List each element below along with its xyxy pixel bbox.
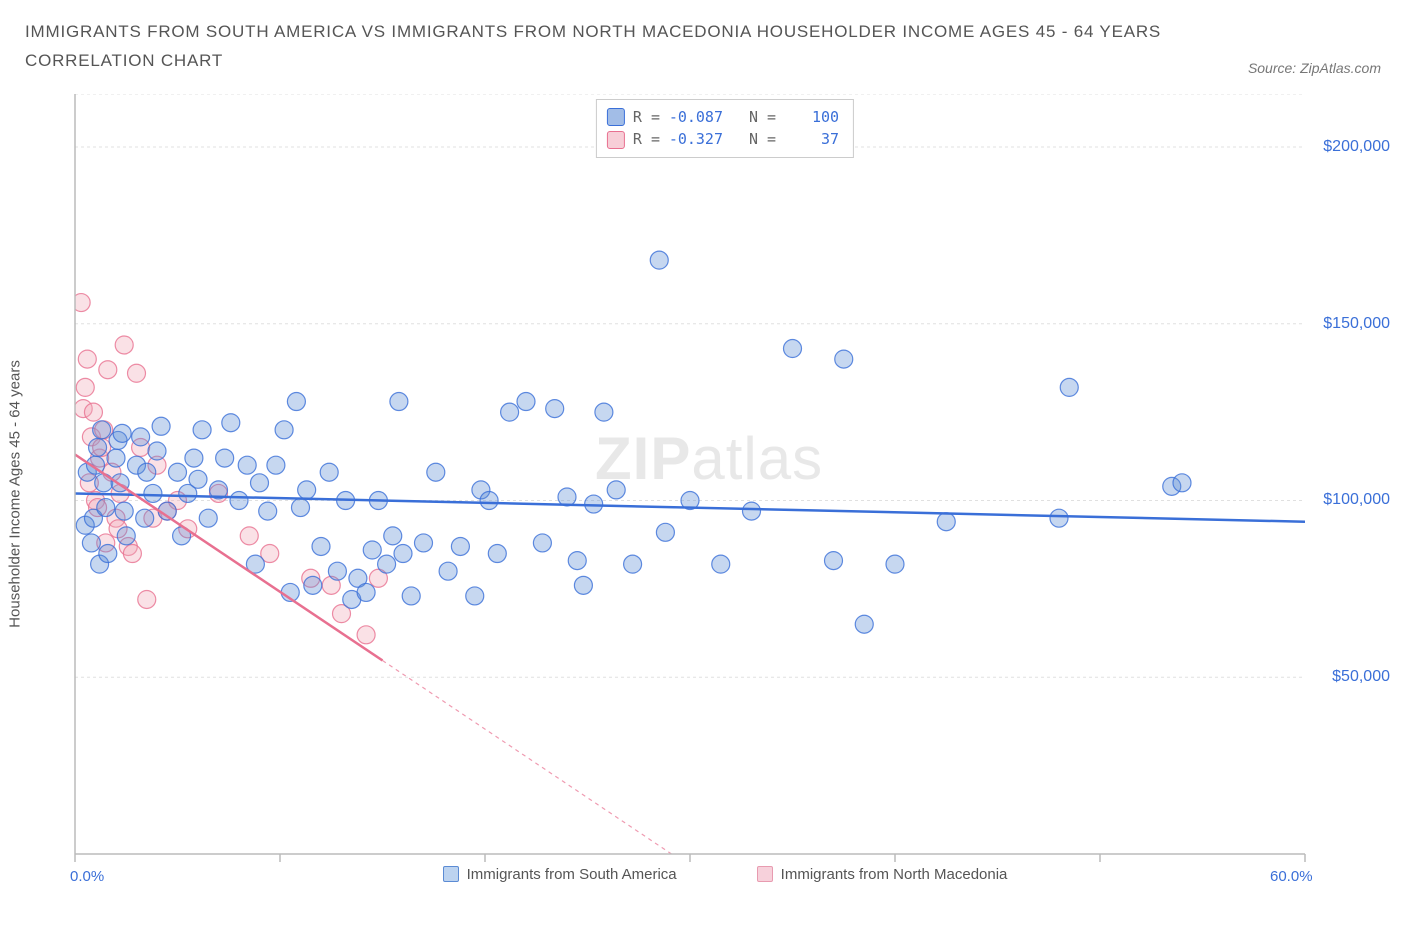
chart-area: Householder Income Ages 45 - 64 years ZI… (55, 94, 1395, 894)
n-value-a: 100 (784, 106, 839, 129)
title-line-2: CORRELATION CHART (25, 47, 1161, 76)
y-tick: $200,000 (1323, 138, 1390, 156)
legend-label: Immigrants from North Macedonia (781, 866, 1008, 883)
correlation-legend: R = -0.087 N = 100 R = -0.327 N = 37 (596, 99, 854, 158)
source-attribution: Source: ZipAtlas.com (1248, 60, 1381, 76)
legend-item: Immigrants from South America (443, 866, 677, 883)
swatch-series-a (607, 108, 625, 126)
y-tick: $100,000 (1323, 491, 1390, 509)
r-label: R = (633, 128, 660, 151)
y-tick: $150,000 (1323, 315, 1390, 333)
n-label: N = (749, 128, 776, 151)
n-value-b: 37 (784, 128, 839, 151)
swatch-series-b (607, 131, 625, 149)
r-value-b: -0.327 (668, 128, 723, 151)
r-value-a: -0.087 (668, 106, 723, 129)
legend-item: Immigrants from North Macedonia (757, 866, 1008, 883)
y-axis-label: Householder Income Ages 45 - 64 years (7, 360, 24, 628)
legend-row-series-a: R = -0.087 N = 100 (607, 106, 839, 129)
legend-swatch (757, 866, 773, 882)
legend-row-series-b: R = -0.327 N = 37 (607, 128, 839, 151)
scatter-plot (55, 94, 1395, 884)
chart-title: IMMIGRANTS FROM SOUTH AMERICA VS IMMIGRA… (25, 18, 1161, 76)
n-label: N = (749, 106, 776, 129)
legend-swatch (443, 866, 459, 882)
series-legend: Immigrants from South America Immigrants … (55, 866, 1395, 883)
legend-label: Immigrants from South America (467, 866, 677, 883)
y-tick: $50,000 (1332, 668, 1390, 686)
r-label: R = (633, 106, 660, 129)
chart-header: IMMIGRANTS FROM SOUTH AMERICA VS IMMIGRA… (0, 0, 1406, 86)
title-line-1: IMMIGRANTS FROM SOUTH AMERICA VS IMMIGRA… (25, 18, 1161, 47)
